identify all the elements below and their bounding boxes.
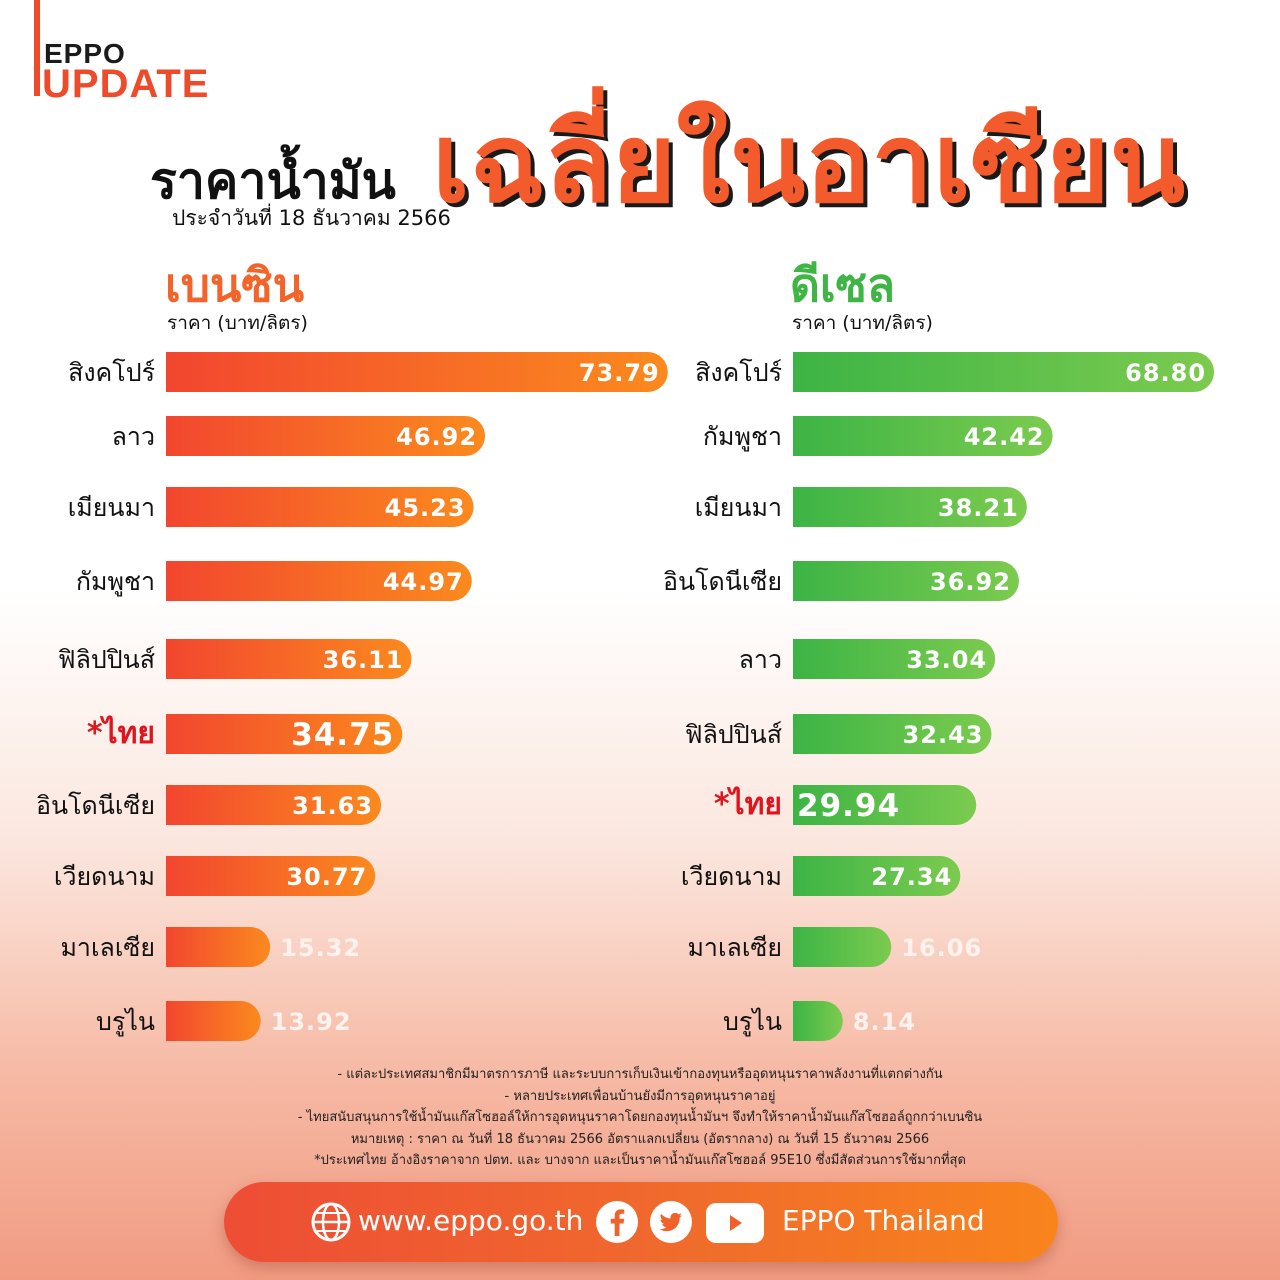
petrol-unit: ราคา (บาท/ลิตร) bbox=[167, 312, 308, 334]
subtitle-date: ประจำวันที่ 18 ธันวาคม 2566 bbox=[172, 206, 451, 230]
diesel-bar bbox=[793, 785, 977, 825]
diesel-bar bbox=[793, 639, 996, 679]
diesel-category-label: กัมพูชา bbox=[703, 422, 782, 452]
diesel-bar bbox=[793, 416, 1053, 457]
twitter-icon[interactable] bbox=[650, 1201, 692, 1243]
diesel-category-label: เมียนมา bbox=[695, 493, 782, 522]
petrol-category-label: อินโดนีเซีย bbox=[36, 791, 155, 820]
diesel-bar bbox=[793, 561, 1019, 601]
petrol-category-label: บรูไน bbox=[96, 1007, 155, 1037]
logo-bar bbox=[34, 0, 40, 96]
diesel-value-label: 27.34 bbox=[871, 863, 952, 891]
diesel-category-label: สิงคโปร์ bbox=[695, 358, 782, 387]
diesel-value-label: 38.21 bbox=[938, 494, 1019, 522]
diesel-bar bbox=[793, 856, 961, 896]
diesel-bar bbox=[793, 352, 1215, 392]
petrol-value-label: 46.92 bbox=[396, 423, 477, 451]
website-link[interactable]: www.eppo.go.th bbox=[358, 1204, 584, 1237]
diesel-category-label: อินโดนีเซีย bbox=[663, 567, 782, 596]
petrol-value-label: 44.97 bbox=[383, 568, 464, 596]
petrol-bar bbox=[166, 416, 486, 457]
diesel-category-label: มาเลเซีย bbox=[687, 933, 782, 962]
diesel-unit: ราคา (บาท/ลิตร) bbox=[792, 312, 933, 334]
diesel-value-label: 36.92 bbox=[930, 568, 1011, 596]
diesel-value-label: 32.43 bbox=[903, 721, 984, 749]
globe-icon bbox=[311, 1202, 351, 1242]
petrol-bar bbox=[166, 927, 271, 967]
petrol-value-label: 15.32 bbox=[280, 934, 361, 962]
notes: - แต่ละประเทศสมาชิกมีมาตรการภาษี และระบบ… bbox=[0, 1064, 1280, 1172]
diesel-value-label: 68.80 bbox=[1125, 359, 1206, 387]
note-line: หมายเหตุ : ราคา ณ วันที่ 18 ธันวาคม 2566… bbox=[350, 1131, 930, 1147]
petrol-bar bbox=[166, 856, 376, 896]
diesel-category-label: เวียดนาม bbox=[681, 862, 782, 891]
diesel-bar bbox=[793, 487, 1027, 527]
petrol-category-label: กัมพูชา bbox=[76, 567, 155, 597]
diesel-value-label: 33.04 bbox=[906, 646, 987, 674]
petrol-bar bbox=[166, 714, 403, 754]
diesel-bar bbox=[793, 927, 892, 967]
note-line: - แต่ละประเทศสมาชิกมีมาตรการภาษี และระบบ… bbox=[337, 1067, 943, 1082]
footer-bar: www.eppo.go.th EPPO Thailand bbox=[224, 1182, 1058, 1262]
diesel-value-label: 29.94 bbox=[797, 788, 900, 824]
petrol-title: เบนซิน bbox=[165, 258, 305, 312]
eppo-update-logo: EPPO UPDATE bbox=[34, 0, 234, 106]
petrol-category-label: เวียดนาม bbox=[54, 862, 155, 891]
petrol-value-label: 36.11 bbox=[323, 646, 404, 674]
petrol-chart: สิงคโปร์ 73.79 ลาว 46.92 เมียนมา 45.23 กัมพูชา… bbox=[36, 352, 668, 1041]
petrol-category-label: ลาว bbox=[112, 422, 155, 451]
petrol-value-label: 30.77 bbox=[286, 863, 367, 891]
diesel-value-label: 16.06 bbox=[901, 934, 982, 962]
petrol-category-label: มาเลเซีย bbox=[60, 933, 155, 962]
petrol-bar bbox=[166, 785, 382, 825]
title-big: เฉลี่ยในอาเซียน bbox=[432, 99, 1186, 227]
petrol-value-label: 73.79 bbox=[579, 359, 660, 387]
diesel-bar bbox=[793, 1001, 843, 1041]
petrol-category-label: ฟิลิปปินส์ bbox=[58, 645, 155, 674]
petrol-bar bbox=[166, 352, 668, 392]
logo-line2: UPDATE bbox=[42, 62, 210, 106]
note-line: - ไทยสนับสนุนการใช้น้ำมันแก๊สโซฮอล์ให้กา… bbox=[297, 1110, 983, 1125]
diesel-bar bbox=[793, 714, 992, 754]
logo-line1: EPPO bbox=[44, 38, 126, 69]
facebook-icon[interactable] bbox=[596, 1201, 638, 1243]
diesel-title: ดีเซล bbox=[790, 258, 896, 312]
petrol-bar bbox=[166, 561, 472, 601]
note-line: *ประเทศไทย อ้างอิงราคาจาก ปตท. และ บางจา… bbox=[314, 1153, 966, 1168]
petrol-value-label: 13.92 bbox=[271, 1008, 352, 1036]
diesel-category-label: *ไทย bbox=[714, 786, 782, 822]
diesel-value-label: 42.42 bbox=[964, 423, 1045, 451]
petrol-value-label: 31.63 bbox=[292, 792, 373, 820]
diesel-category-label: ฟิลิปปินส์ bbox=[685, 720, 782, 749]
petrol-category-label: *ไทย bbox=[87, 715, 155, 751]
petrol-value-label: 45.23 bbox=[385, 494, 466, 522]
petrol-bar bbox=[166, 1001, 261, 1041]
diesel-category-label: ลาว bbox=[739, 645, 782, 674]
petrol-category-label: เมียนมา bbox=[68, 493, 155, 522]
diesel-chart: สิงคโปร์ 68.80 กัมพูชา 42.42 เมียนมา 38.21 อิน… bbox=[663, 352, 1215, 1041]
petrol-category-label: สิงคโปร์ bbox=[68, 358, 155, 387]
diesel-category-label: บรูไน bbox=[723, 1007, 782, 1037]
petrol-bar bbox=[166, 487, 474, 527]
petrol-bar bbox=[166, 639, 412, 679]
title-left: ราคาน้ำมัน bbox=[150, 152, 396, 210]
petrol-value-label: 34.75 bbox=[291, 717, 394, 753]
youtube-icon[interactable] bbox=[706, 1203, 764, 1243]
note-line: - หลายประเทศเพื่อนบ้านยังมีการอุดหนุนราค… bbox=[504, 1088, 776, 1104]
social-name-link[interactable]: EPPO Thailand bbox=[782, 1204, 985, 1237]
diesel-value-label: 8.14 bbox=[853, 1008, 916, 1036]
